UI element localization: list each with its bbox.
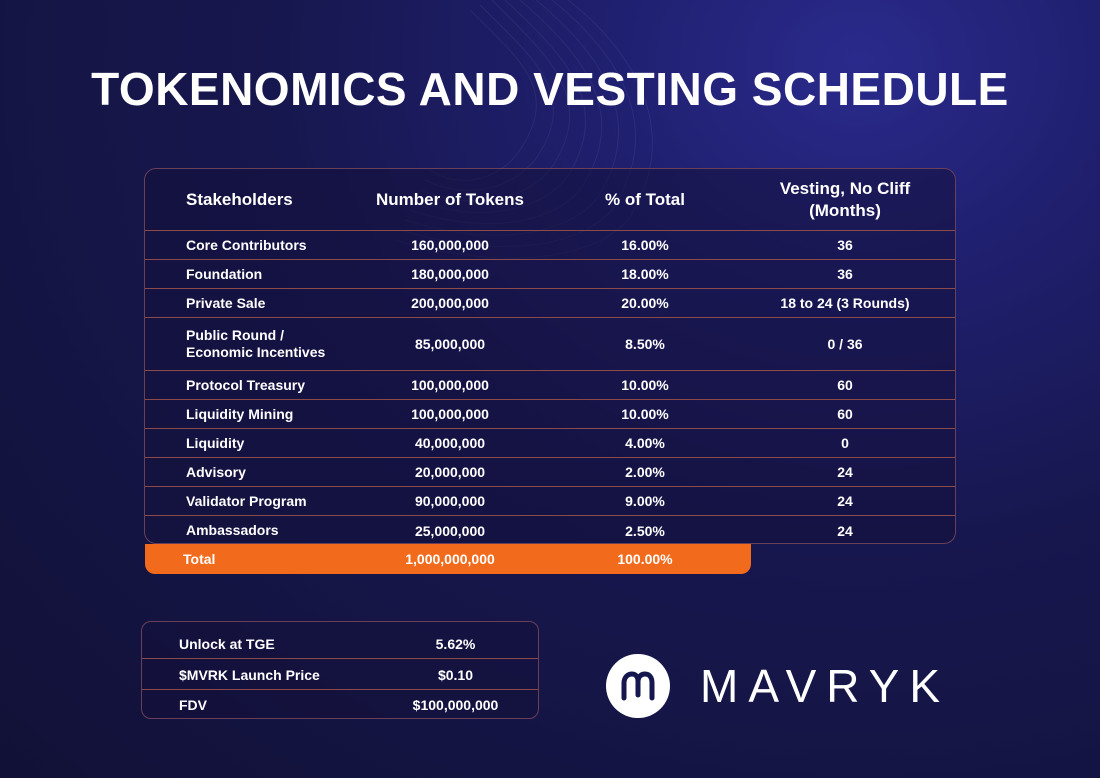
table-header-row: Stakeholders Number of Tokens % of Total… — [145, 169, 955, 231]
cell-tokens: 90,000,000 — [414, 493, 486, 509]
cell-tokens: 180,000,000 — [411, 266, 489, 282]
cell-percent: 4.00% — [625, 435, 665, 451]
cell-stakeholder: Private Sale — [186, 294, 266, 311]
summary-row: Unlock at TGE 5.62% — [142, 630, 538, 659]
table-row: Ambassadors 25,000,000 2.50% 24 — [145, 516, 955, 545]
page-title: TOKENOMICS AND VESTING SCHEDULE — [91, 63, 1009, 115]
table-row: Private Sale 200,000,000 20.00% 18 to 24… — [145, 289, 955, 318]
cell-percent: 20.00% — [621, 295, 669, 311]
cell-vesting: 36 — [837, 237, 853, 253]
cell-vesting: 60 — [837, 377, 853, 393]
summary-value: 5.62% — [435, 636, 476, 652]
cell-vesting: 60 — [837, 406, 853, 422]
cell-tokens: 160,000,000 — [411, 237, 489, 253]
cell-stakeholder: Liquidity — [186, 434, 245, 451]
cell-stakeholder: Validator Program — [186, 492, 307, 509]
header-percent: % of Total — [605, 189, 685, 209]
cell-vesting: 24 — [837, 464, 853, 480]
cell-stakeholder: Core Contributors — [186, 236, 307, 253]
summary-label: Unlock at TGE — [179, 636, 275, 652]
cell-vesting: 24 — [837, 522, 853, 539]
cell-percent: 2.50% — [625, 522, 665, 539]
cell-vesting: 24 — [837, 493, 853, 509]
cell-percent: 9.00% — [625, 493, 665, 509]
cell-stakeholder: Protocol Treasury — [186, 376, 306, 393]
summary-row: $MVRK Launch Price $0.10 — [142, 661, 538, 690]
cell-vesting: 0 — [841, 435, 849, 451]
table-row: Advisory 20,000,000 2.00% 24 — [145, 458, 955, 487]
cell-percent: 10.00% — [621, 377, 669, 393]
cell-percent: 18.00% — [621, 266, 669, 282]
header-stakeholders: Stakeholders — [186, 189, 293, 209]
header-vesting: Vesting, No Cliff (Months) — [779, 178, 911, 220]
cell-vesting: 36 — [837, 266, 853, 282]
cell-tokens: 20,000,000 — [414, 464, 486, 480]
cell-vesting: 0 / 36 — [827, 336, 863, 352]
cell-tokens: 100,000,000 — [411, 377, 489, 393]
cell-tokens: 100,000,000 — [411, 406, 489, 422]
header-tokens: Number of Tokens — [376, 189, 524, 209]
table-row: Liquidity Mining 100,000,000 10.00% 60 — [145, 400, 955, 429]
cell-tokens: 40,000,000 — [414, 435, 486, 451]
logo-m-glyph-icon — [621, 671, 655, 701]
cell-tokens: 25,000,000 — [414, 522, 486, 539]
cell-stakeholder: Liquidity Mining — [186, 405, 294, 422]
cell-stakeholder: Foundation — [186, 265, 263, 282]
table-row: Liquidity 40,000,000 4.00% 0 — [145, 429, 955, 458]
summary-row: FDV $100,000,000 — [142, 690, 538, 719]
table-row: Protocol Treasury 100,000,000 10.00% 60 — [145, 371, 955, 400]
cell-stakeholder: Ambassadors — [186, 522, 279, 538]
summary-label: FDV — [179, 696, 207, 713]
cell-vesting: 18 to 24 (3 Rounds) — [780, 295, 910, 311]
total-percent: 100.00% — [617, 551, 673, 567]
cell-tokens: 85,000,000 — [414, 336, 486, 352]
total-label: Total — [183, 551, 216, 567]
table-row: Validator Program 90,000,000 9.00% 24 — [145, 487, 955, 516]
cell-stakeholder: Public Round / Economic Incentives — [186, 327, 326, 360]
cell-percent: 10.00% — [621, 406, 669, 422]
cell-percent: 2.00% — [625, 464, 665, 480]
cell-tokens: 200,000,000 — [411, 295, 489, 311]
mavryk-logo-icon — [606, 654, 670, 718]
summary-value: $0.10 — [437, 667, 474, 683]
total-row: Total 1,000,000,000 100.00% — [145, 544, 751, 574]
cell-percent: 8.50% — [625, 336, 665, 352]
cell-stakeholder: Advisory — [186, 463, 246, 480]
table-row: Core Contributors 160,000,000 16.00% 36 — [145, 231, 955, 260]
table-row: Public Round / Economic Incentives 85,00… — [145, 318, 955, 371]
summary-value: $100,000,000 — [412, 696, 499, 713]
brand-wordmark: MAVRYK — [700, 660, 951, 712]
total-tokens: 1,000,000,000 — [405, 551, 495, 567]
summary-label: $MVRK Launch Price — [179, 667, 320, 683]
summary-card — [141, 621, 539, 719]
table-row: Foundation 180,000,000 18.00% 36 — [145, 260, 955, 289]
cell-percent: 16.00% — [621, 237, 669, 253]
